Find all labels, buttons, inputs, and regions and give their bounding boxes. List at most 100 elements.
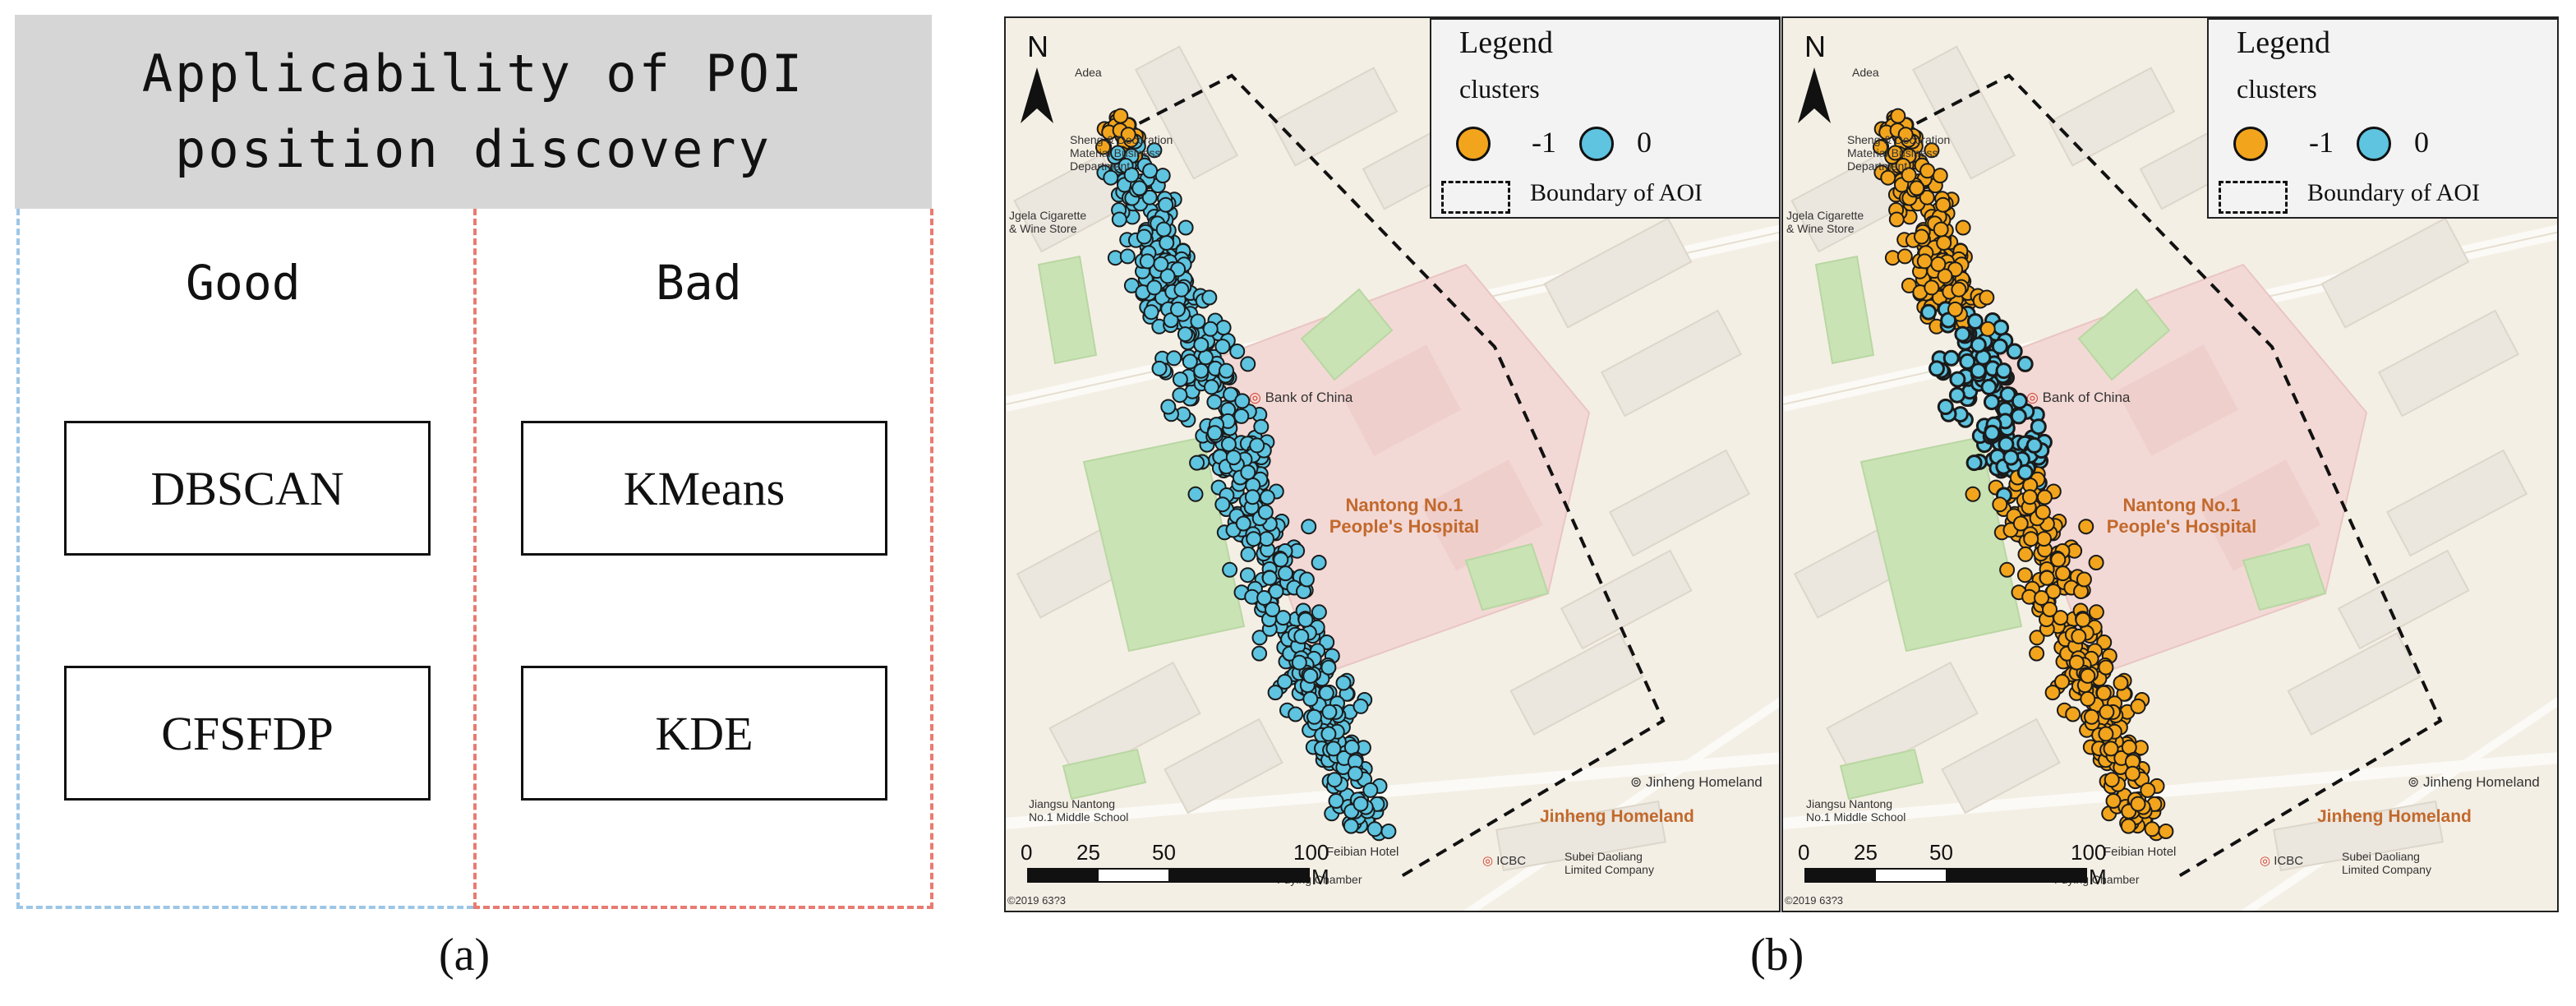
place-adea: Adea bbox=[1075, 66, 1102, 79]
north-label: N bbox=[1804, 30, 1826, 63]
copyright: ©2019 63?3 bbox=[1007, 894, 1067, 907]
point-cluster-0 bbox=[1240, 464, 1256, 481]
point-noise bbox=[1936, 235, 1952, 251]
scale-tick-0: 0 bbox=[1798, 840, 1810, 865]
point-cluster-0 bbox=[1190, 313, 1206, 330]
legend-label-cluster-0: 0 bbox=[2414, 126, 2429, 159]
point-cluster-0 bbox=[1159, 235, 1175, 251]
point-cluster-0 bbox=[2006, 343, 2023, 360]
point-cluster-0 bbox=[1353, 698, 1369, 714]
point-cluster-0 bbox=[1136, 228, 1152, 245]
point-cluster-0 bbox=[1172, 371, 1188, 388]
point-cluster-0 bbox=[1920, 303, 1938, 321]
point-cluster-0 bbox=[1353, 796, 1369, 812]
point-noise bbox=[2130, 698, 2146, 714]
point-cluster-0 bbox=[1273, 551, 1289, 568]
point-noise bbox=[1965, 486, 1981, 502]
point-cluster-0 bbox=[1172, 387, 1188, 404]
scale-unit: M bbox=[1311, 865, 1329, 889]
point-noise bbox=[1909, 180, 1925, 196]
point-cluster-0 bbox=[1201, 289, 1218, 306]
point-cluster-0 bbox=[1984, 424, 2001, 441]
point-cluster-0 bbox=[1110, 145, 1126, 161]
place-bank: ◎ Bank of China bbox=[2026, 390, 2131, 405]
point-cluster-0 bbox=[1220, 436, 1237, 452]
point-noise bbox=[2045, 584, 2062, 600]
point-noise bbox=[1947, 301, 1963, 317]
point-noise bbox=[2042, 602, 2058, 617]
point-noise bbox=[1930, 256, 1947, 272]
point-cluster-0 bbox=[1215, 320, 1232, 336]
point-noise bbox=[2098, 659, 2114, 676]
legend-subtitle: clusters bbox=[2237, 74, 2317, 104]
scale-tick-100: 100 bbox=[2071, 840, 2107, 865]
caption-a: (a) bbox=[439, 930, 491, 981]
point-cluster-0 bbox=[2002, 449, 2020, 466]
point-cluster-0 bbox=[1970, 362, 1987, 380]
point-noise bbox=[2036, 531, 2052, 547]
point-noise bbox=[2099, 704, 2115, 720]
point-noise bbox=[1979, 321, 1996, 337]
point-cluster-0 bbox=[1948, 386, 1965, 404]
legend-title: Legend bbox=[1459, 25, 1553, 60]
point-cluster-0 bbox=[1937, 399, 1954, 415]
place-icbc: ◎ ICBC bbox=[2260, 854, 2304, 868]
point-noise bbox=[1933, 221, 1949, 238]
cluster-points bbox=[1873, 108, 2174, 842]
point-cluster-0 bbox=[1142, 163, 1159, 179]
point-cluster-0 bbox=[1131, 180, 1148, 196]
point-cluster-0 bbox=[1219, 362, 1234, 379]
point-cluster-0 bbox=[1153, 256, 1169, 272]
point-cluster-0 bbox=[1222, 561, 1238, 578]
good-column bbox=[16, 209, 473, 909]
point-cluster-0 bbox=[1103, 169, 1119, 186]
scale-bar bbox=[1804, 868, 2087, 883]
point-noise bbox=[1992, 496, 2008, 513]
point-noise bbox=[2065, 706, 2081, 722]
point-cluster-0 bbox=[1298, 571, 1315, 588]
place-icbc: ◎ ICBC bbox=[1482, 854, 1527, 868]
point-cluster-0 bbox=[1253, 418, 1270, 435]
place-school: Jiangsu Nantong No.1 Middle School bbox=[1806, 797, 1906, 824]
point-cluster-0 bbox=[1940, 311, 1957, 329]
point-cluster-0 bbox=[1244, 489, 1260, 505]
place-subei: Subei Daoliang Limited Company bbox=[1564, 850, 1654, 876]
point-cluster-0 bbox=[1151, 360, 1168, 376]
point-cluster-0 bbox=[1163, 312, 1179, 329]
point-noise bbox=[2130, 796, 2146, 812]
bad-column-title: Bad bbox=[656, 255, 742, 311]
point-noise bbox=[2088, 555, 2104, 570]
point-noise bbox=[1919, 189, 1935, 205]
point-cluster-0 bbox=[1214, 496, 1231, 513]
legend-title: Legend bbox=[2237, 25, 2330, 60]
cluster-points bbox=[1095, 108, 1397, 842]
point-noise bbox=[2012, 515, 2029, 532]
good-column-title: Good bbox=[186, 255, 301, 311]
point-cluster-0 bbox=[1318, 685, 1334, 701]
point-noise bbox=[1979, 289, 1995, 306]
point-noise bbox=[2016, 567, 2033, 584]
point-cluster-0 bbox=[1256, 590, 1273, 606]
point-cluster-0 bbox=[1111, 211, 1127, 228]
scale-tick-50: 50 bbox=[1152, 840, 1176, 865]
point-cluster-0 bbox=[1246, 531, 1262, 547]
point-noise bbox=[2078, 519, 2094, 535]
scale-tick-25: 25 bbox=[1854, 840, 1878, 865]
point-noise bbox=[1901, 167, 1917, 183]
point-cluster-0 bbox=[1229, 344, 1246, 359]
point-cluster-0 bbox=[1366, 821, 1383, 838]
point-cluster-0 bbox=[2025, 436, 2043, 454]
point-noise bbox=[2075, 611, 2091, 628]
point-noise bbox=[1924, 142, 1940, 159]
point-cluster-0 bbox=[1155, 221, 1172, 238]
point-cluster-0 bbox=[1204, 379, 1219, 395]
point-cluster-0 bbox=[1325, 741, 1342, 757]
algo-box-dbscan: DBSCAN bbox=[64, 421, 431, 556]
point-cluster-0 bbox=[1983, 394, 2000, 411]
point-cluster-0 bbox=[1123, 167, 1140, 183]
place-homeland-small: ⊚ Jinheng Homeland bbox=[1630, 774, 1763, 790]
point-noise bbox=[2084, 708, 2099, 725]
point-noise bbox=[1935, 196, 1952, 213]
caption-b: (b) bbox=[1750, 930, 1804, 981]
legend-swatch-cluster-0 bbox=[2357, 127, 2391, 161]
